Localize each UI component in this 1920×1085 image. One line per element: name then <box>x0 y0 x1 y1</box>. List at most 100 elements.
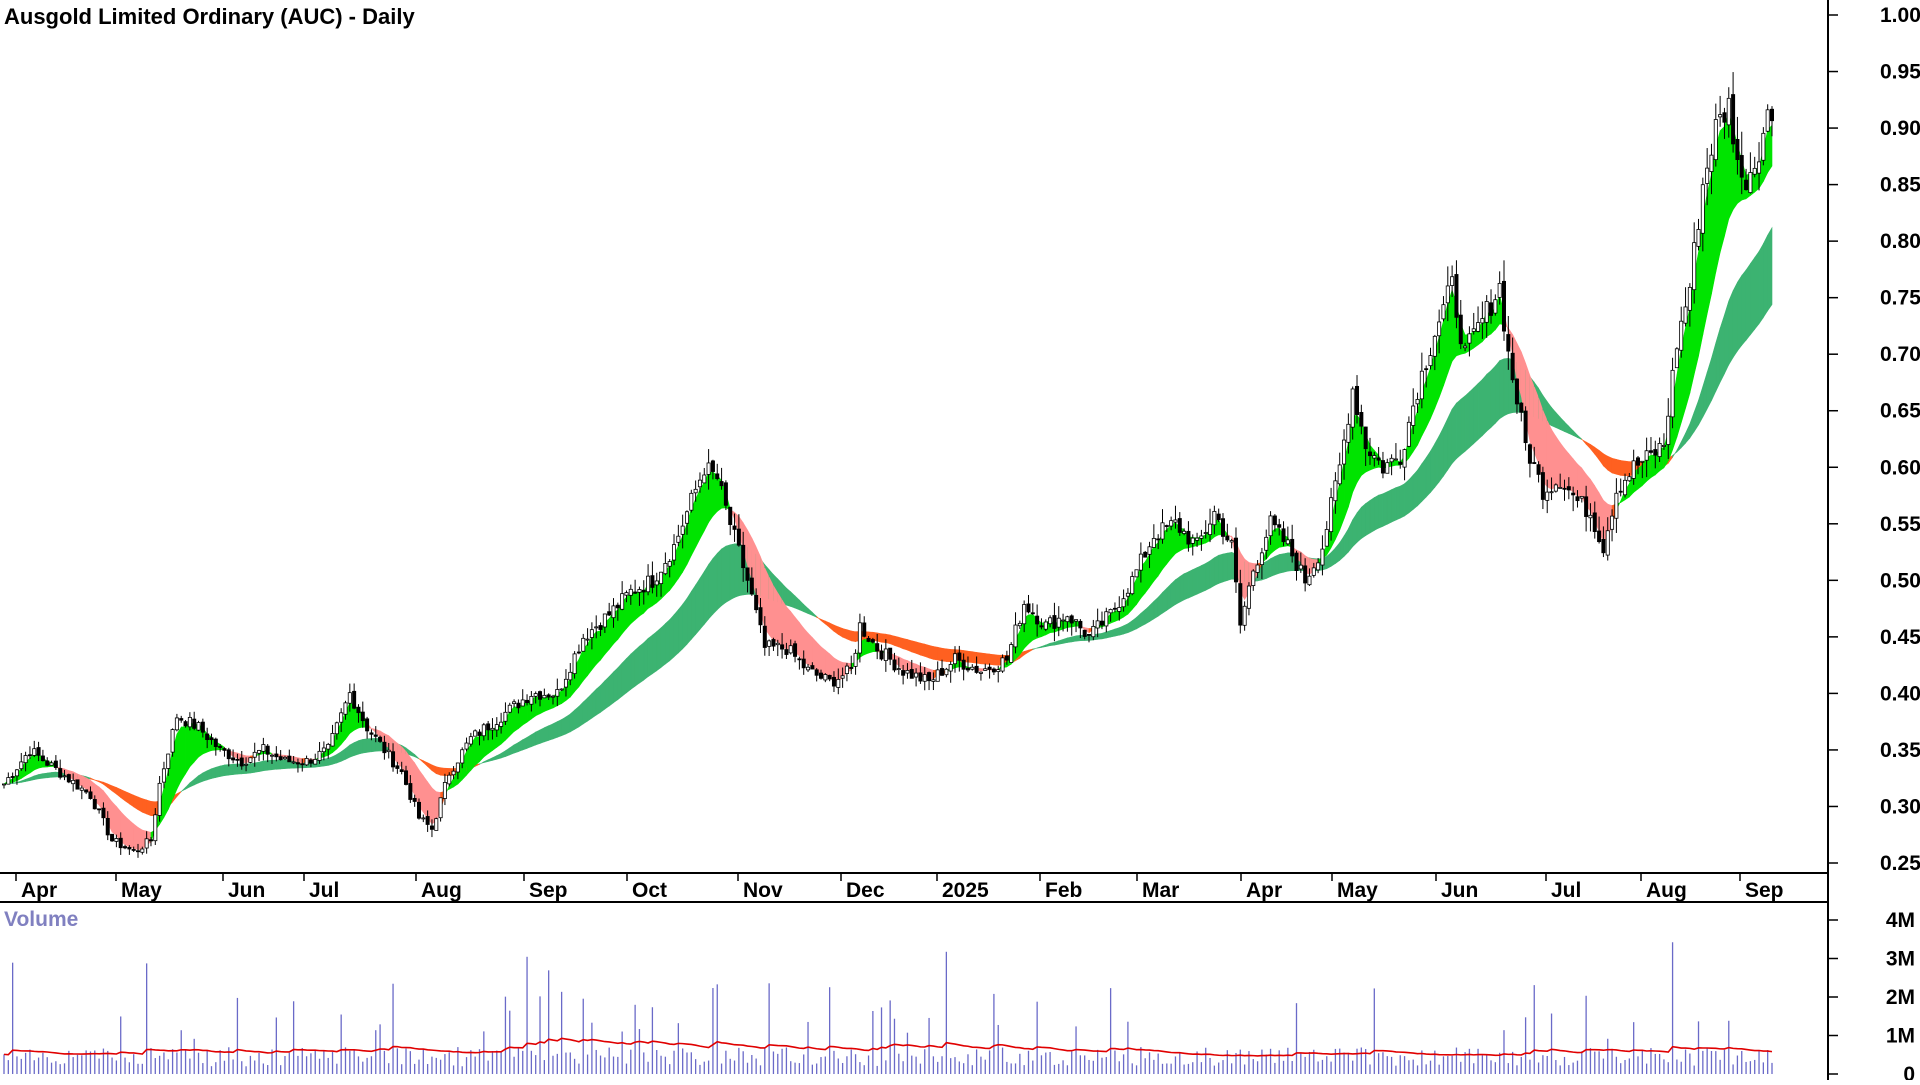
candle-down <box>720 482 723 486</box>
short-band-segment <box>1768 125 1772 172</box>
candle-up <box>1680 321 1683 350</box>
candle-down <box>106 818 109 835</box>
short-band-segment <box>1638 465 1642 489</box>
short-band-segment <box>34 754 38 770</box>
long-band-segment <box>968 651 972 662</box>
short-band-segment <box>773 586 777 642</box>
candle-up <box>551 696 554 697</box>
candle-down <box>815 670 818 675</box>
candle-up <box>1286 540 1289 544</box>
candle-down <box>232 758 235 760</box>
candle-down <box>219 746 222 747</box>
candle-up <box>837 679 840 687</box>
candle-down <box>750 578 753 594</box>
candle-down <box>919 673 922 681</box>
candle-up <box>262 745 265 752</box>
long-band-segment <box>1746 264 1750 340</box>
time-tick-label: Oct <box>632 879 667 902</box>
candle-down <box>880 651 883 659</box>
price-tick-label: 0.65 <box>1880 400 1920 423</box>
candle-down <box>651 576 654 588</box>
candle-up <box>556 689 559 696</box>
long-band-segment <box>47 772 51 777</box>
candle-down <box>366 719 369 731</box>
candle-up <box>422 818 425 819</box>
candle-up <box>2 784 5 785</box>
candle-down <box>958 653 961 660</box>
long-band-segment <box>566 714 570 734</box>
candle-down <box>785 650 788 655</box>
short-band-segment <box>709 472 713 522</box>
candle-up <box>1412 406 1415 425</box>
candle-down <box>1157 539 1160 540</box>
candle-down <box>1740 155 1743 177</box>
candle-down <box>577 652 580 653</box>
long-band-segment <box>233 764 237 775</box>
long-band-segment <box>549 724 553 741</box>
candle-down <box>780 645 783 649</box>
long-band-segment <box>994 655 998 666</box>
candle-down <box>1360 412 1363 426</box>
long-band-segment <box>592 689 596 718</box>
candle-down <box>1377 458 1380 460</box>
long-band-segment <box>678 604 682 653</box>
candle-up <box>1710 155 1713 171</box>
candle-up <box>1645 451 1648 460</box>
long-band-segment <box>281 760 285 769</box>
short-band-segment <box>181 727 185 781</box>
long-band-segment <box>877 633 881 642</box>
chart-title: Ausgold Limited Ordinary (AUC) - Daily <box>4 4 415 29</box>
candle-up <box>292 762 295 763</box>
candle-down <box>487 724 490 730</box>
candle-up <box>72 780 75 783</box>
long-band-segment <box>1405 480 1409 516</box>
candle-down <box>409 783 412 799</box>
long-band-segment <box>1431 444 1435 493</box>
candle-down <box>214 739 217 746</box>
long-band-segment <box>981 653 985 664</box>
candle-up <box>953 654 956 664</box>
long-band-segment <box>540 728 544 744</box>
time-tick-label: Nov <box>743 879 783 902</box>
candle-up <box>884 649 887 661</box>
long-band-segment <box>657 628 661 671</box>
candle-down <box>417 802 420 818</box>
candle-up <box>806 667 809 670</box>
long-band-segment <box>890 635 894 645</box>
candle-up <box>1191 538 1194 543</box>
candle-down <box>46 761 49 765</box>
candle-up <box>1329 498 1332 532</box>
candle-up <box>508 705 511 712</box>
candle-down <box>54 761 57 767</box>
candle-up <box>768 641 771 646</box>
long-band-segment <box>665 620 669 664</box>
candle-up <box>845 666 848 673</box>
candle-down <box>1507 335 1510 352</box>
long-band-segment <box>1374 495 1378 530</box>
candle-up <box>162 769 165 782</box>
long-band-segment <box>1448 409 1452 470</box>
candle-down <box>599 626 602 630</box>
long-band-segment <box>1184 572 1188 600</box>
candle-up <box>595 627 598 628</box>
candle-down <box>1597 531 1600 542</box>
candle-down <box>1079 621 1082 628</box>
candle-up <box>1476 323 1479 332</box>
short-band-segment <box>903 659 907 670</box>
candle-up <box>694 489 697 492</box>
candle-up <box>971 667 974 669</box>
candle-up <box>335 723 338 734</box>
candle-up <box>1420 371 1423 399</box>
candle-down <box>119 838 122 847</box>
short-band-segment <box>1720 126 1724 252</box>
long-band-segment <box>648 635 652 676</box>
candle-down <box>1355 386 1358 414</box>
long-band-segment <box>354 741 358 756</box>
long-band-segment <box>371 738 375 751</box>
candle-down <box>361 712 364 721</box>
candle-down <box>1654 450 1657 456</box>
candle-up <box>348 693 351 704</box>
long-band-segment <box>683 598 687 648</box>
candle-up <box>253 752 256 757</box>
long-band-segment <box>216 766 220 778</box>
